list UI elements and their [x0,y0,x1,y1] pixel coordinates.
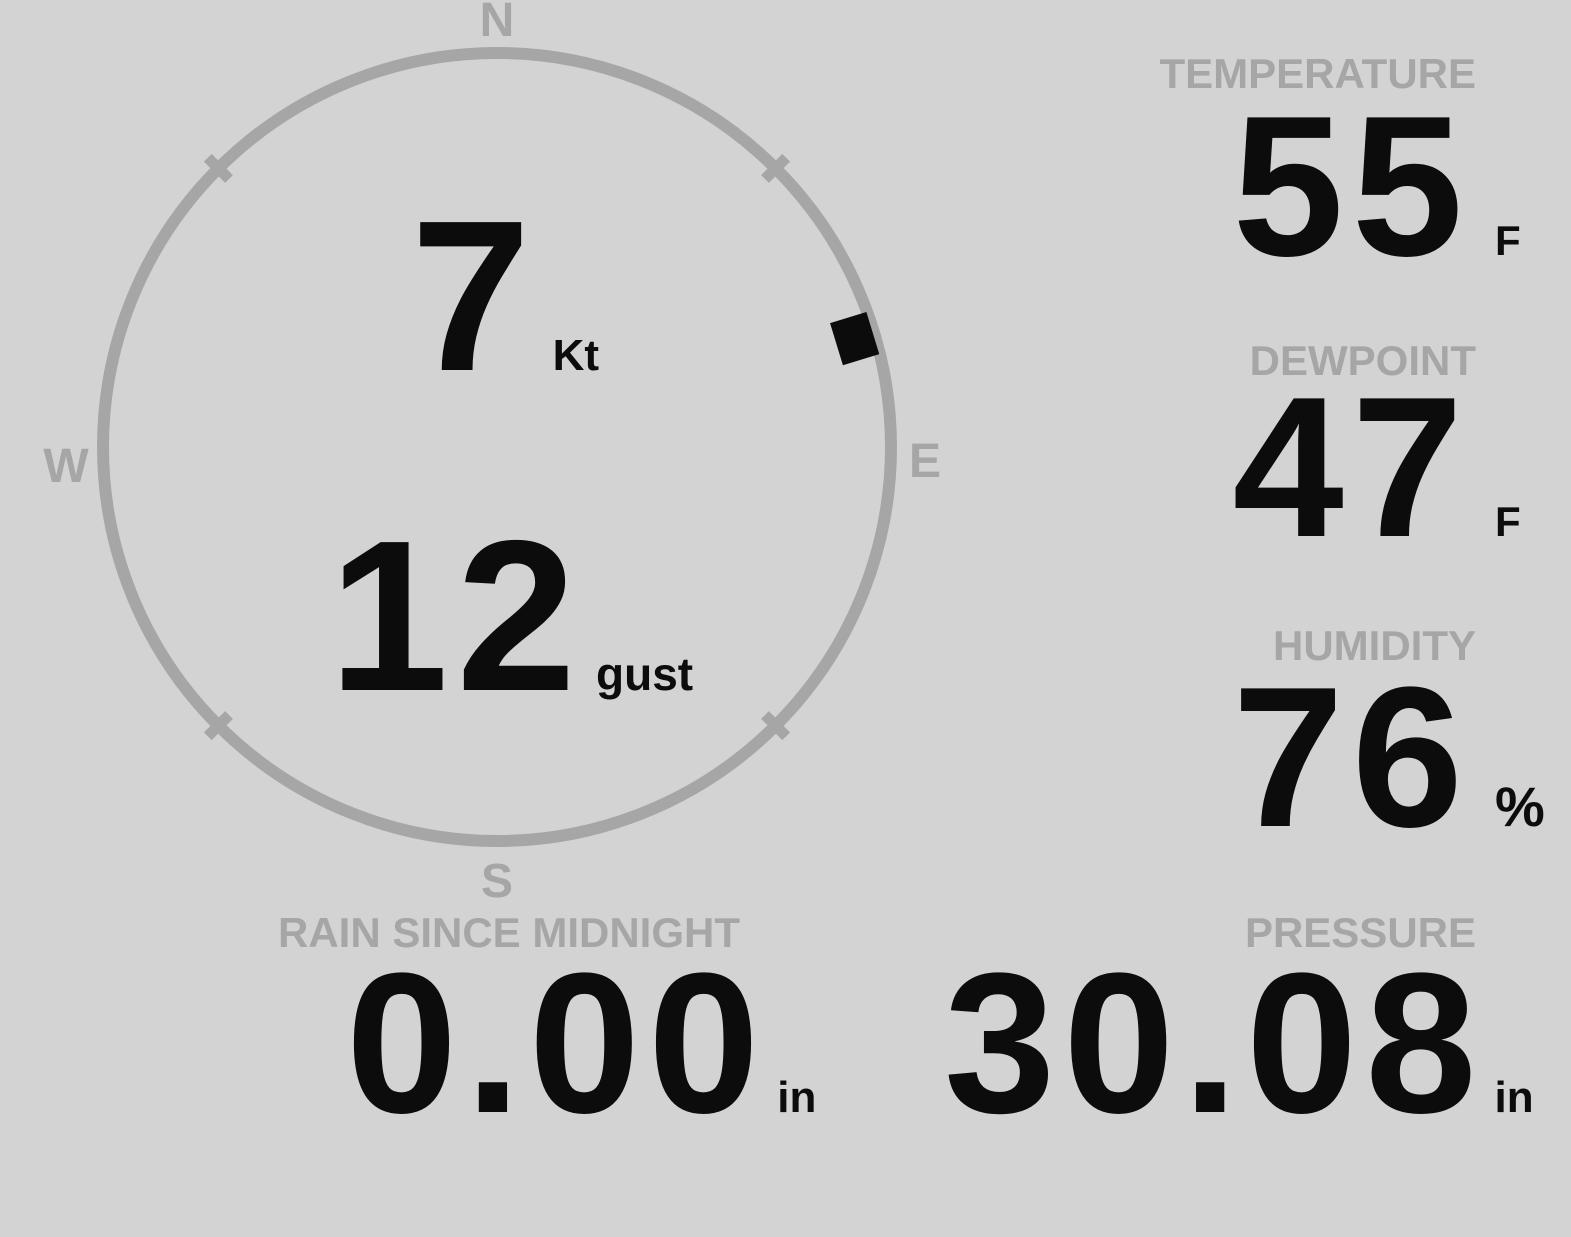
rain-label: RAIN SINCE MIDNIGHT [278,909,740,956]
pressure-label: PRESSURE [1244,909,1476,956]
compass-label-west: W [43,440,89,493]
temperature-unit: F [1495,217,1521,264]
dewpoint-label: DEWPOINT [1249,337,1476,384]
dewpoint-unit: F [1495,498,1521,545]
pressure-unit: in [1494,1073,1534,1122]
temperature-readout: 55 F [1233,87,1553,287]
rain-unit: in [777,1073,817,1122]
temperature-value: 55 [1232,75,1471,298]
humidity-unit: % [1495,775,1545,838]
compass-label-east: E [908,435,942,488]
pressure-value: 30.08 [944,932,1485,1155]
dewpoint-readout: 47 F [1233,368,1553,568]
rain-value: 0.00 [346,932,768,1155]
compass-label-north: N [479,0,515,47]
pressure-readout: 30.08 in [944,944,1534,1144]
humidity-value: 76 [1232,646,1471,869]
wind-speed-readout: 7 Kt [411,188,599,403]
humidity-label: HUMIDITY [1273,622,1476,669]
wind-speed-value: 7 [410,175,539,416]
wind-gust-readout: 12 gust [329,508,693,723]
temperature-label: TEMPERATURE [1159,50,1476,97]
humidity-readout: 76 % [1233,658,1553,858]
wind-gust-unit: gust [596,648,694,700]
wind-gust-value: 12 [328,495,585,736]
dewpoint-value: 47 [1232,356,1471,579]
compass-label-south: S [480,855,514,908]
wind-speed-unit: Kt [552,331,600,380]
rain-readout: 0.00 in [346,944,816,1144]
